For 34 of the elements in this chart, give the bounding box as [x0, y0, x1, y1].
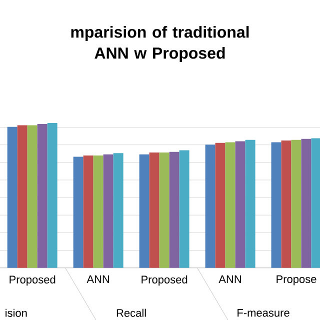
x-tick-label: ANN — [218, 275, 241, 283]
text: ision — [6, 308, 27, 317]
bar — [235, 141, 246, 268]
bar — [169, 152, 180, 268]
bar — [37, 124, 48, 268]
bar — [225, 142, 236, 268]
bar — [93, 155, 104, 268]
bar — [311, 138, 320, 268]
bar — [7, 126, 18, 268]
text: Recall — [116, 308, 146, 317]
x-tick-label: Proposed — [142, 275, 188, 286]
bar — [245, 140, 256, 268]
bar — [83, 155, 94, 268]
bar — [215, 142, 226, 268]
chart-title: mparision of traditional ANN w Proposed — [71, 26, 249, 62]
bar — [17, 125, 28, 268]
bar — [281, 140, 292, 268]
bar — [103, 154, 114, 268]
bar — [291, 140, 302, 268]
x-tick-label: ANN — [86, 275, 110, 283]
bar — [205, 144, 216, 268]
bar — [149, 152, 160, 268]
bar — [73, 156, 84, 268]
bar — [301, 138, 312, 268]
bar — [179, 150, 190, 268]
bar — [113, 153, 124, 268]
bar — [27, 125, 38, 268]
bar — [47, 122, 58, 268]
text: F-measure — [238, 309, 290, 317]
x-tick-label: Propose — [276, 275, 316, 286]
bar — [271, 142, 282, 268]
bar — [139, 154, 150, 268]
x-tick-label: Proposed — [10, 275, 56, 286]
bar — [159, 152, 170, 268]
